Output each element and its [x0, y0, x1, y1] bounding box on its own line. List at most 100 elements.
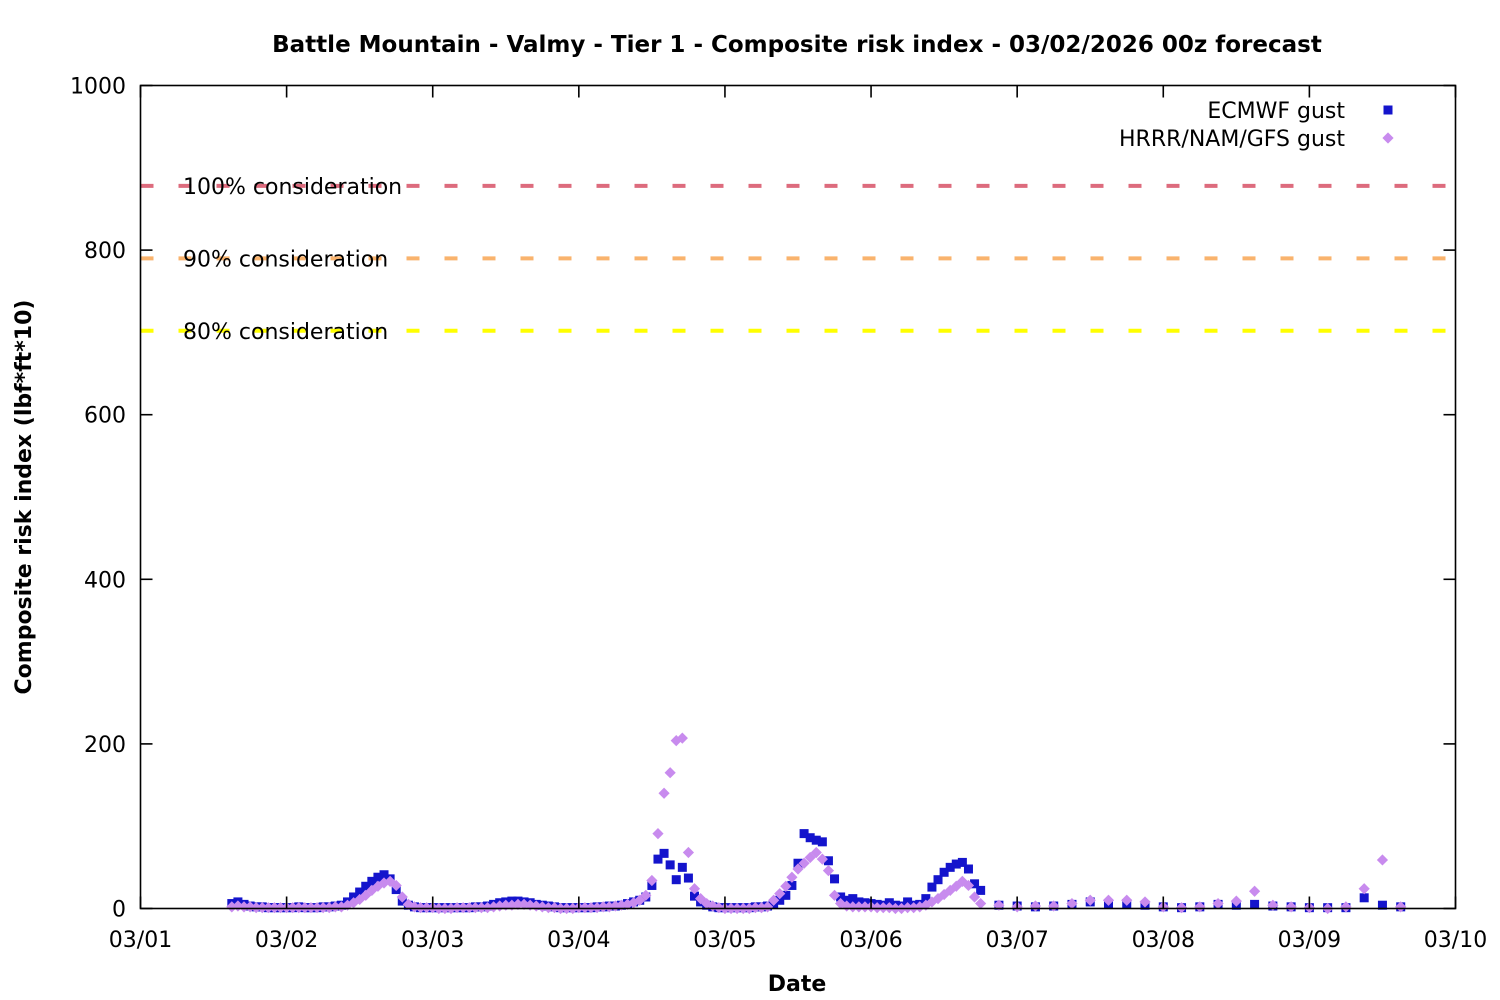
data-point: [372, 880, 384, 892]
data-point: [323, 902, 335, 914]
data-point: [653, 854, 663, 864]
data-point: [305, 902, 317, 914]
data-point: [384, 875, 396, 887]
data-point: [761, 901, 774, 913]
data-point: [1250, 899, 1260, 909]
data-point: [256, 902, 268, 914]
y-tick-label: 0: [112, 898, 126, 923]
data-point: [317, 902, 329, 914]
data-point: [1139, 896, 1151, 908]
data-point: [901, 902, 914, 914]
x-tick-label: 03/06: [839, 928, 902, 953]
data-point: [347, 897, 360, 909]
data-point: [664, 767, 676, 779]
data-point: [682, 846, 695, 859]
data-point: [311, 902, 323, 914]
data-point: [536, 901, 548, 913]
data-point: [859, 901, 871, 913]
data-point: [828, 889, 841, 901]
data-point: [774, 888, 786, 900]
data-point: [677, 862, 687, 872]
data-point: [640, 889, 652, 901]
data-point: [1248, 885, 1261, 897]
data-point: [1121, 894, 1133, 906]
data-point: [671, 875, 681, 885]
data-point: [1212, 897, 1224, 910]
data-point: [962, 879, 975, 892]
data-point: [293, 902, 305, 914]
data-point: [749, 902, 761, 914]
data-point: [268, 902, 281, 914]
data-point: [1230, 895, 1242, 907]
data-point: [1084, 894, 1096, 906]
x-tick-label: 03/03: [401, 928, 464, 953]
data-point: [877, 902, 889, 914]
data-point: [475, 902, 488, 914]
data-point: [469, 902, 481, 914]
data-point: [355, 887, 365, 897]
y-tick-label: 200: [84, 733, 126, 758]
data-point: [488, 901, 500, 913]
data-point: [701, 897, 713, 910]
data-point: [1285, 901, 1297, 913]
series-diamond: [226, 732, 1407, 915]
data-point: [968, 891, 981, 903]
data-point: [690, 891, 700, 901]
data-point: [810, 846, 822, 859]
data-point: [799, 829, 809, 839]
data-point: [299, 902, 311, 914]
data-point: [378, 877, 390, 889]
data-point: [676, 732, 688, 744]
data-point: [817, 837, 827, 847]
y-tick-label: 1000: [70, 75, 126, 100]
data-point: [775, 895, 785, 905]
data-point: [963, 864, 973, 874]
data-point: [1358, 883, 1370, 895]
data-point: [238, 901, 250, 913]
x-tick-label: 03/02: [255, 928, 318, 953]
data-point: [1377, 900, 1387, 910]
y-axis-title: Composite risk index (lbf*ft*10): [12, 300, 37, 695]
data-point: [848, 894, 858, 904]
data-point: [287, 902, 299, 914]
threshold-lines-group: 100% consideration 90% consideration 80% c…: [140, 175, 1456, 345]
data-point: [250, 902, 262, 914]
data-point: [816, 853, 828, 865]
y-tick-label: 800: [84, 239, 126, 264]
data-point: [457, 902, 469, 914]
data-point: [853, 901, 865, 913]
data-point: [274, 902, 287, 914]
x-tick-label: 03/10: [1424, 928, 1487, 953]
data-point: [463, 902, 475, 914]
data-point: [927, 882, 937, 892]
data-point: [842, 895, 852, 905]
data-point: [597, 901, 609, 913]
data-point: [506, 899, 518, 911]
data-point: [329, 901, 341, 913]
data-point: [1175, 902, 1188, 914]
data-point: [665, 860, 675, 870]
data-point: [390, 879, 402, 892]
data-point: [805, 833, 815, 843]
data-point: [585, 902, 597, 914]
data-point: [780, 880, 792, 892]
data-point: [835, 897, 847, 910]
data-point: [1066, 897, 1078, 910]
data-point: [847, 901, 859, 913]
x-axis-title: Date: [768, 972, 827, 997]
data-point: [976, 885, 986, 895]
data-point: [262, 902, 274, 914]
x-tick-label: 03/08: [1132, 928, 1195, 953]
data-point: [542, 902, 554, 914]
data-point: [787, 880, 797, 890]
data-point: [786, 871, 798, 883]
chart-title: Battle Mountain - Valmy - Tier 1 - Compo…: [272, 32, 1322, 58]
threshold-label-100-percent: 100% consideration: [183, 175, 402, 200]
data-point: [798, 857, 810, 869]
data-point: [1376, 854, 1389, 866]
legend-label-ecmwf-gust: ECMWF gust: [1207, 99, 1345, 124]
data-point: [836, 892, 846, 902]
